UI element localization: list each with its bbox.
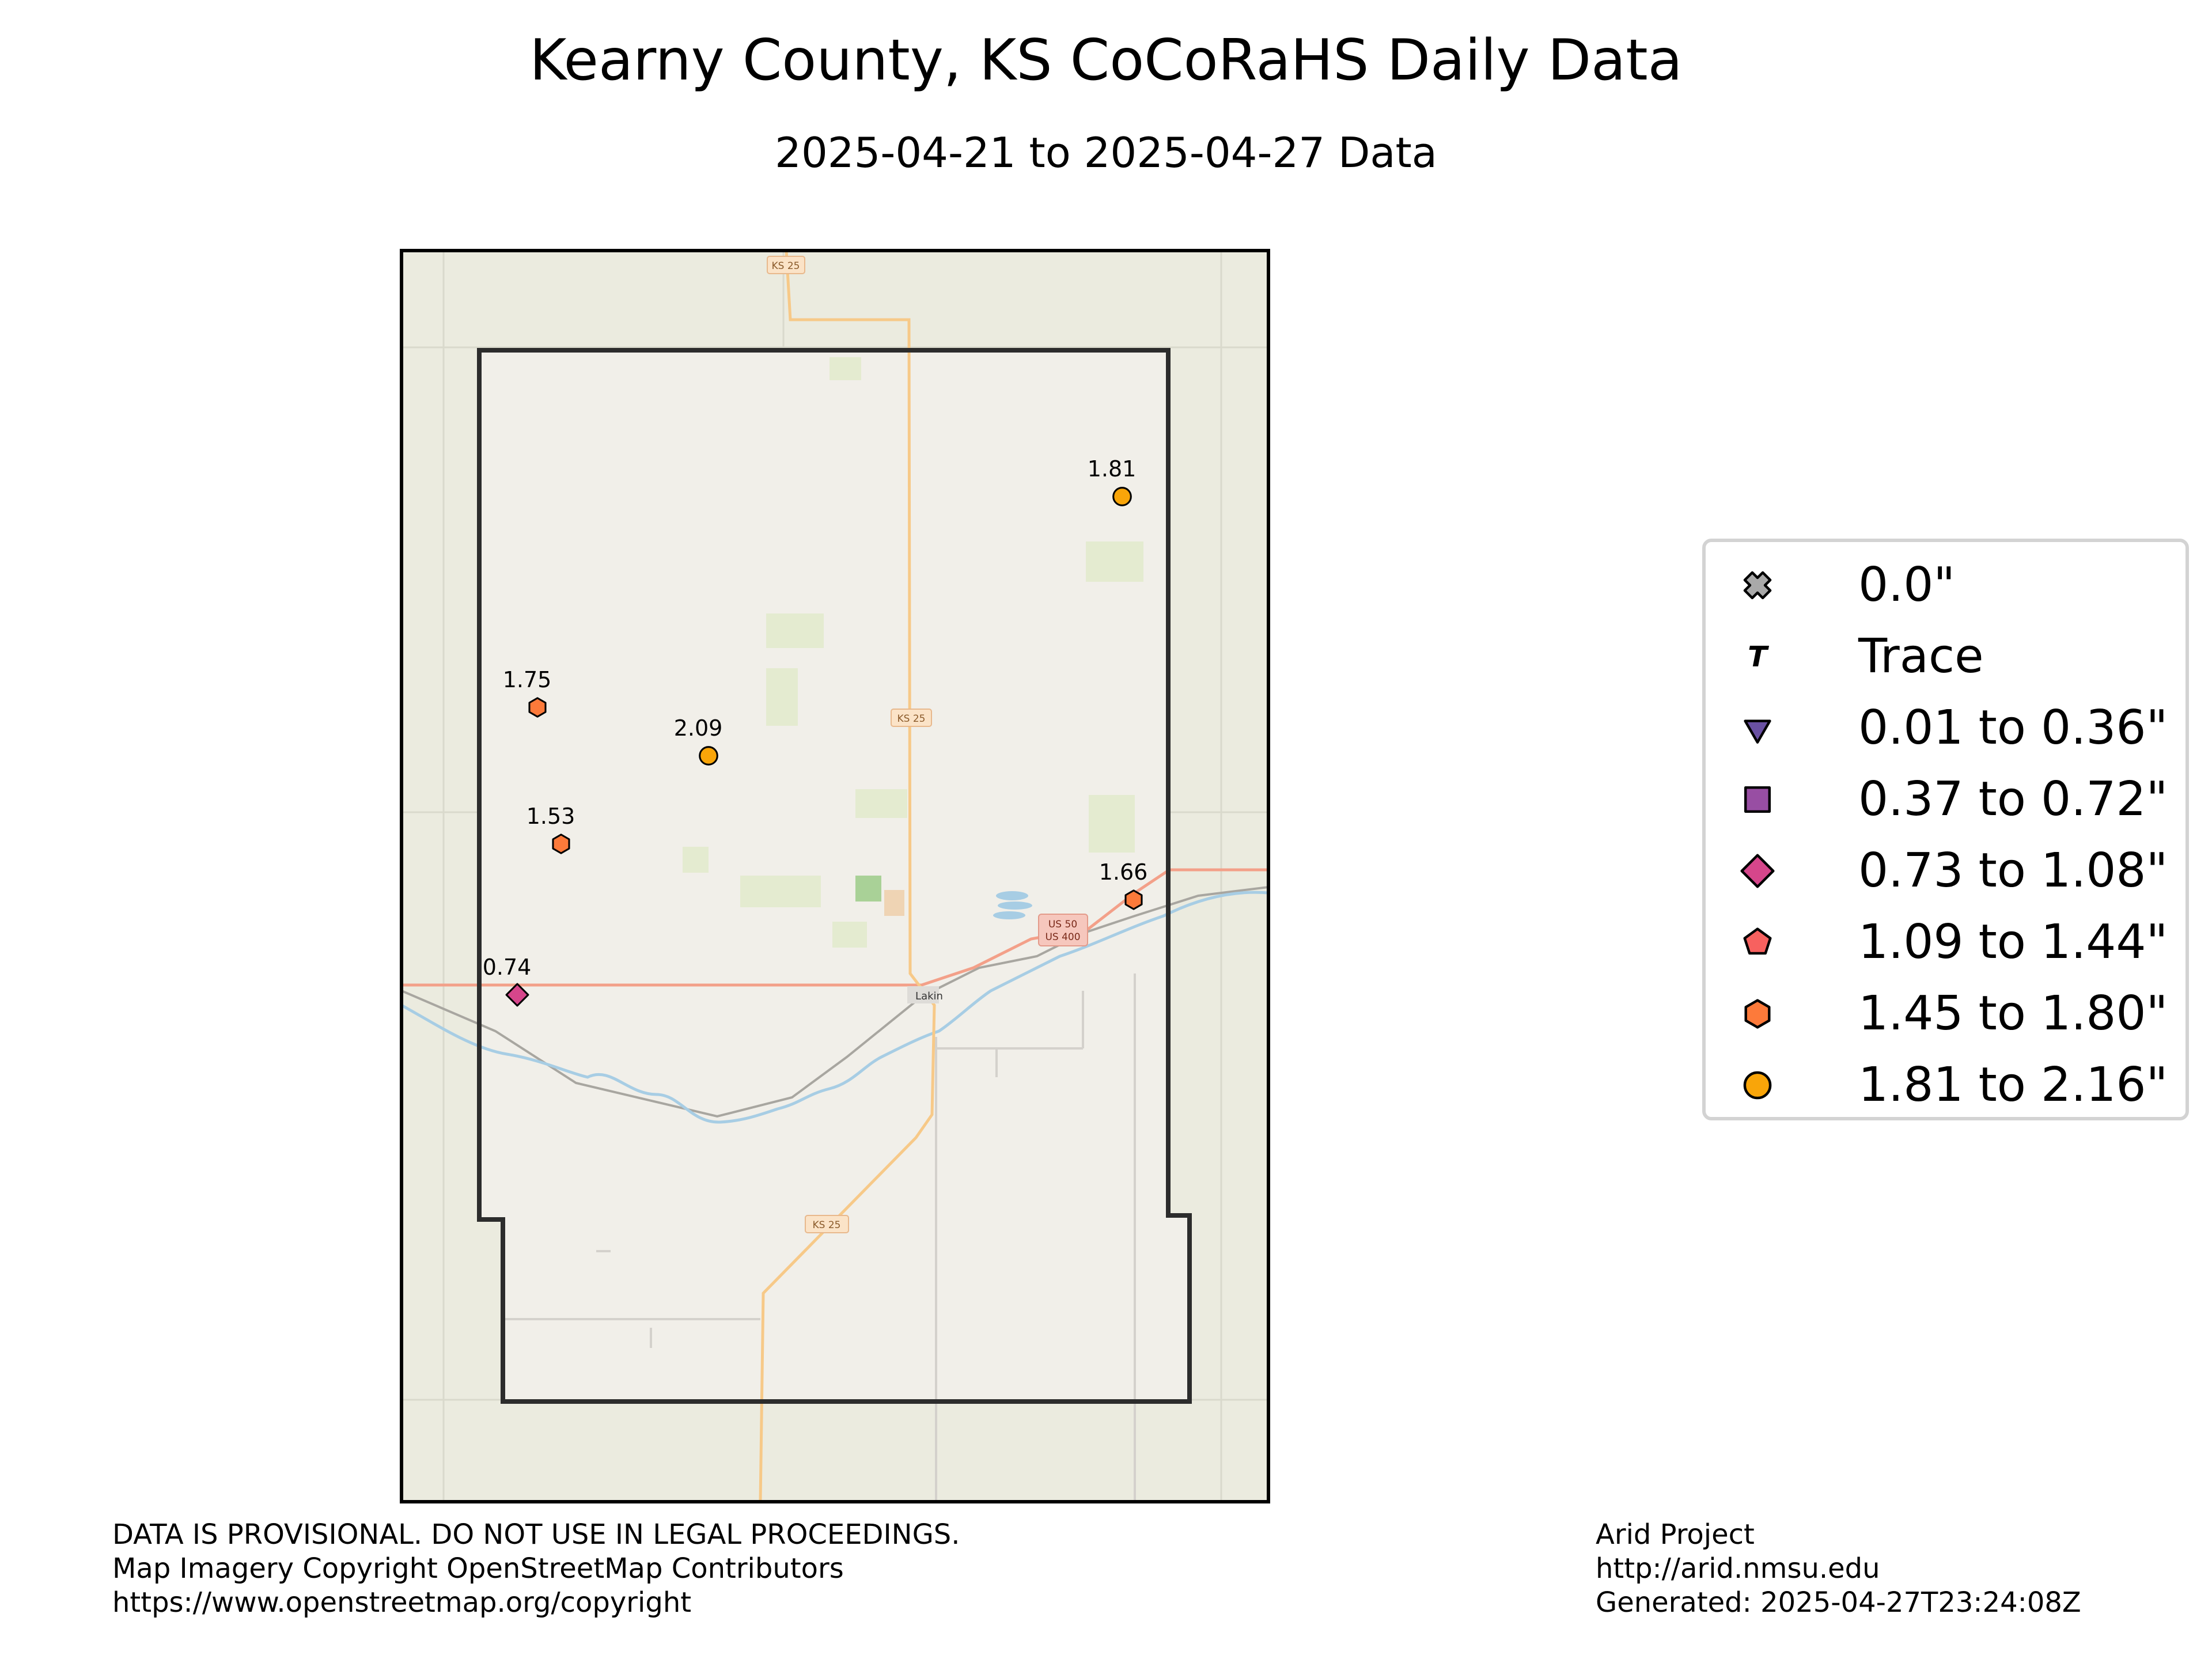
road-shield-ks25-north: KS 25	[767, 256, 805, 274]
legend-item: T Trace	[1706, 625, 2186, 688]
station-value-label: 0.74	[483, 955, 532, 980]
station-marker[interactable]	[1124, 889, 1143, 910]
svg-text:US 50: US 50	[1048, 919, 1077, 930]
triangle-down-icon	[1744, 719, 1771, 744]
legend-label: 1.09 to 1.44"	[1858, 915, 2168, 969]
legend-item: 0.01 to 0.36"	[1706, 696, 2186, 760]
hexagon-icon	[1744, 999, 1771, 1029]
legend-label: 1.81 to 2.16"	[1858, 1058, 2168, 1112]
t-icon: T	[1748, 640, 1769, 673]
station-value-label: 1.75	[503, 667, 552, 692]
station-value-label: 1.53	[527, 804, 575, 829]
circle-icon	[1112, 487, 1132, 506]
park-patch	[855, 876, 881, 902]
footer-disclaimer-line: DATA IS PROVISIONAL. DO NOT USE IN LEGAL…	[112, 1518, 960, 1551]
circle-icon	[1743, 1071, 1772, 1100]
diamond-icon	[505, 983, 529, 1007]
county-area	[479, 350, 1190, 1402]
road-shield-us50-us400: US 50 US 400	[1038, 914, 1088, 946]
basemap: Lakin KS 25 KS 25 KS 25 US 50 US 400	[402, 251, 1268, 1502]
road-shield-ks25-middle: KS 25	[891, 709, 932, 727]
road-shield-ks25-south: KS 25	[805, 1215, 849, 1233]
hexagon-icon	[1124, 889, 1143, 910]
legend-label: Trace	[1858, 629, 1984, 684]
svg-text:KS 25: KS 25	[813, 1219, 841, 1231]
lakin-town-area	[907, 986, 939, 1003]
footer-credits: Arid Project http://arid.nmsu.edu Genera…	[1596, 1518, 2081, 1620]
footer-project-name: Arid Project	[1596, 1518, 1755, 1551]
hexagon-icon	[552, 834, 570, 854]
field-patches	[683, 357, 1143, 948]
footer-generated-time: Generated: 2025-04-27T23:24:08Z	[1596, 1586, 2081, 1619]
svg-text:US 400: US 400	[1045, 931, 1080, 943]
legend-item: 1.81 to 2.16"	[1706, 1054, 2186, 1117]
hexagon-icon	[528, 697, 547, 718]
svg-text:T: T	[1748, 640, 1769, 673]
station-value-label: 1.66	[1099, 859, 1148, 885]
station-marker[interactable]	[505, 983, 529, 1007]
footer-disclaimer: DATA IS PROVISIONAL. DO NOT USE IN LEGAL…	[112, 1518, 960, 1620]
square-icon	[1744, 786, 1771, 813]
arkansas-river	[402, 891, 1268, 1124]
circle-icon	[699, 746, 718, 766]
legend-item: 0.0"	[1706, 554, 2186, 617]
map-subtitle: 2025-04-21 to 2025-04-27 Data	[775, 128, 1437, 177]
x-icon	[1743, 571, 1772, 600]
legend-item: 0.37 to 0.72"	[1706, 768, 2186, 831]
legend-item: 0.73 to 1.08"	[1706, 839, 2186, 903]
diamond-icon	[1740, 854, 1775, 888]
legend-label: 1.45 to 1.80"	[1858, 986, 2168, 1041]
station-marker[interactable]	[1112, 487, 1132, 506]
station-layer: 1.81 1.75 2.09 1.53 1.66 0.74	[483, 456, 1148, 1007]
footer-project-url: http://arid.nmsu.edu	[1596, 1552, 1880, 1585]
minor-roads	[503, 974, 1136, 1502]
ks-25-highway	[759, 251, 936, 1502]
county-boundary	[477, 348, 1192, 1404]
footer-copyright-line: Map Imagery Copyright OpenStreetMap Cont…	[112, 1552, 844, 1585]
station-marker[interactable]	[528, 697, 547, 718]
svg-text:KS 25: KS 25	[897, 713, 926, 725]
legend-label: 0.0"	[1858, 558, 1956, 612]
svg-text:KS 25: KS 25	[772, 260, 800, 272]
legend-label: 0.73 to 1.08"	[1858, 843, 2168, 898]
pentagon-icon	[1743, 927, 1772, 955]
place-label-lakin: Lakin	[915, 990, 943, 1002]
map-title: Kearny County, KS CoCoRaHS Daily Data	[529, 28, 1683, 93]
station-value-label: 1.81	[1088, 456, 1137, 482]
legend-item: 1.09 to 1.44"	[1706, 911, 2186, 974]
station-marker[interactable]	[699, 746, 718, 766]
station-value-label: 2.09	[674, 715, 723, 741]
footer-copyright-url: https://www.openstreetmap.org/copyright	[112, 1586, 692, 1619]
lake-features	[993, 891, 1032, 919]
built-area-patch	[884, 890, 904, 916]
map-frame	[400, 249, 1270, 1503]
legend-item: 1.45 to 1.80"	[1706, 982, 2186, 1046]
legend-label: 0.01 to 0.36"	[1858, 700, 2168, 755]
legend: 0.0" T Trace 0.01 to 0.36" 0.37 to 0.72" 0.73…	[1702, 539, 2189, 1120]
station-marker[interactable]	[552, 834, 570, 854]
legend-label: 0.37 to 0.72"	[1858, 772, 2168, 827]
